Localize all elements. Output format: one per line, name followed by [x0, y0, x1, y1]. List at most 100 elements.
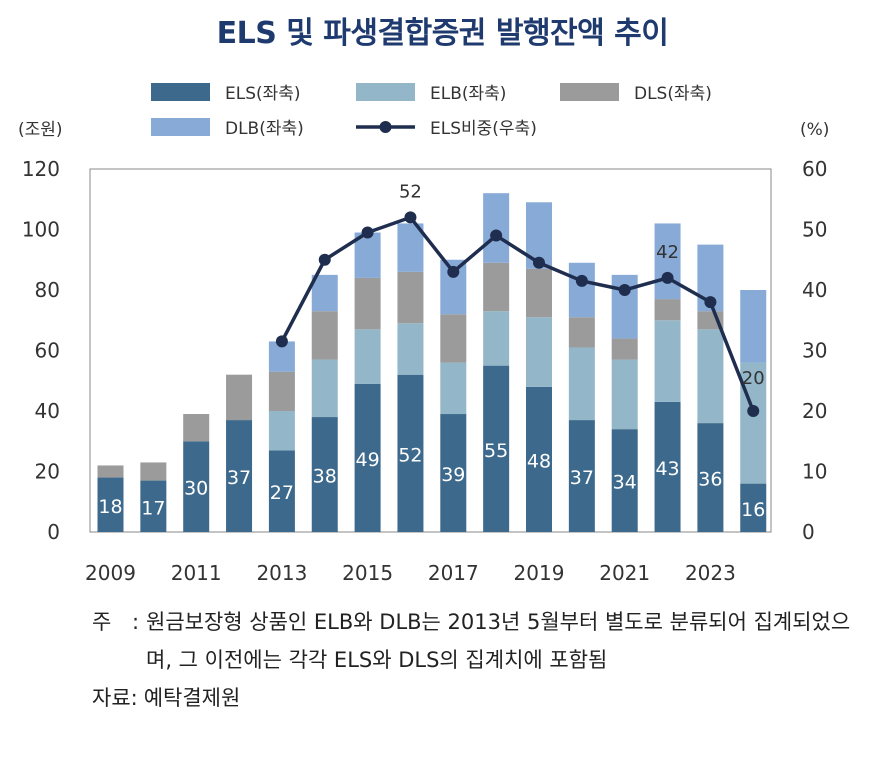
right-tick-label: 10	[802, 460, 827, 484]
bar-els-2022	[654, 401, 681, 532]
bar-els-2018	[483, 365, 510, 532]
bar-dlb-2022	[654, 223, 681, 300]
els-share-point	[275, 335, 288, 348]
line-value-label: 42	[656, 242, 679, 263]
bar-value-label: 49	[356, 449, 380, 471]
bar-value-label: 43	[655, 458, 679, 480]
left-axis-unit: (조원)	[18, 120, 63, 140]
bar-elb-2013	[268, 411, 295, 451]
bar-els-2017	[440, 414, 467, 532]
bar-value-label: 18	[98, 496, 122, 518]
left-tick-label: 20	[35, 460, 60, 484]
bar-dls-2013	[268, 371, 295, 411]
bar-els-2011	[183, 441, 210, 532]
bar-elb-2021	[611, 359, 638, 430]
source-label: 자료:	[92, 686, 138, 710]
line-value-label: 20	[742, 368, 765, 389]
chart-title: ELS 및 파생결합증권 발행잔액 추이	[216, 16, 669, 51]
bar-els-2012	[226, 420, 253, 532]
bar-els-2014	[311, 417, 338, 532]
bar-els-2015	[354, 383, 381, 532]
bar-elb-2024	[740, 362, 767, 484]
bar-dls-2014	[311, 311, 338, 360]
els-share-point	[704, 296, 717, 309]
bar-elb-2015	[354, 329, 381, 384]
plot-frame	[89, 168, 772, 533]
els-share-point	[447, 265, 460, 278]
bar-value-label: 52	[398, 444, 422, 466]
bar-elb-2019	[526, 317, 552, 387]
bar-value-label: 30	[184, 478, 208, 500]
bar-dls-2020	[568, 317, 595, 348]
bar-els-2013	[268, 450, 295, 532]
bar-dls-2010	[140, 462, 167, 481]
bar-value-label: 55	[484, 440, 508, 462]
els-share-line	[280, 215, 755, 412]
left-tick-label: 120	[22, 157, 60, 181]
els-share-point	[404, 211, 417, 224]
els-share-point	[575, 274, 588, 287]
legend-label: DLB(좌축)	[225, 119, 304, 139]
chart-area: (조원) (%) 0 20 40 60 80 100 120 0 10 20 30 40 50 60 18 17 3…	[18, 83, 829, 585]
bar-dlb-2020	[568, 262, 595, 318]
left-tick-label: 60	[35, 339, 60, 363]
x-tick-label: 2009	[85, 561, 136, 585]
bar-dls-2021	[611, 338, 638, 360]
source-text: 예탁결제원	[143, 686, 241, 710]
left-tick-label: 80	[35, 278, 60, 302]
legend-swatch	[151, 118, 210, 136]
bar-dlb-2018	[483, 193, 510, 263]
source-row: 자료: 예탁결제원	[92, 679, 872, 717]
legend-swatch	[560, 83, 619, 101]
right-tick-label: 60	[802, 157, 827, 181]
x-tick-label: 2023	[685, 561, 736, 585]
note-row: 주 : 원금보장형 상품인 ELB와 DLB는 2013년 5월부터 별도로 분…	[92, 603, 872, 679]
els-share-point	[533, 256, 545, 269]
right-tick-label: 20	[802, 399, 827, 423]
left-tick-label: 100	[22, 218, 60, 242]
note-text: 원금보장형 상품인 ELB와 DLB는 2013년 5월부터 별도로 분류되어 …	[146, 610, 851, 672]
bar-value-label: 37	[227, 467, 251, 489]
bar-elb-2016	[397, 323, 424, 375]
els-share-point	[318, 253, 331, 266]
legend-label: ELS(좌축)	[225, 84, 301, 104]
right-axis-unit: (%)	[800, 120, 829, 140]
bar-value-label: 17	[141, 497, 165, 519]
bar-dls-2015	[354, 277, 381, 330]
bar-dls-2019	[526, 268, 552, 318]
bar-dls-2011	[183, 414, 210, 442]
bar-dls-2012	[226, 374, 253, 421]
bar-value-label: 37	[570, 467, 594, 489]
bar-elb-2020	[568, 347, 595, 421]
bar-els-2019	[526, 386, 552, 532]
els-share-point	[490, 229, 503, 242]
x-tick-label: 2019	[514, 561, 565, 585]
line-value-label: 52	[399, 181, 422, 202]
bar-value-label: 39	[441, 464, 465, 486]
bar-value-label: 36	[698, 469, 722, 491]
bar-value-label: 27	[270, 482, 294, 504]
els-share-point	[747, 405, 760, 417]
right-tick-label: 30	[802, 339, 827, 363]
left-tick-label: 0	[47, 520, 60, 544]
bar-els-2023	[697, 423, 724, 532]
legend-swatch	[151, 83, 210, 101]
left-tick-label: 40	[35, 399, 60, 423]
legend-swatch	[356, 83, 415, 101]
x-tick-label: 2021	[599, 561, 650, 585]
bar-dls-2016	[397, 271, 424, 324]
bar-els-2010	[140, 480, 167, 532]
bar-value-label: 16	[741, 499, 765, 521]
note-mark: 주	[92, 610, 112, 634]
bar-dlb-2024	[740, 290, 767, 363]
bar-elb-2017	[440, 362, 467, 415]
bar-els-2024	[740, 483, 767, 532]
legend-label: ELB(좌축)	[430, 84, 506, 104]
bar-elb-2022	[654, 320, 681, 402]
els-share-point	[618, 284, 631, 296]
legend-label: ELS비중(우축)	[430, 119, 537, 139]
bar-els-2009	[97, 477, 124, 532]
els-share-point	[361, 226, 374, 239]
note-colon: :	[132, 610, 140, 634]
legend-line-marker	[379, 121, 392, 133]
